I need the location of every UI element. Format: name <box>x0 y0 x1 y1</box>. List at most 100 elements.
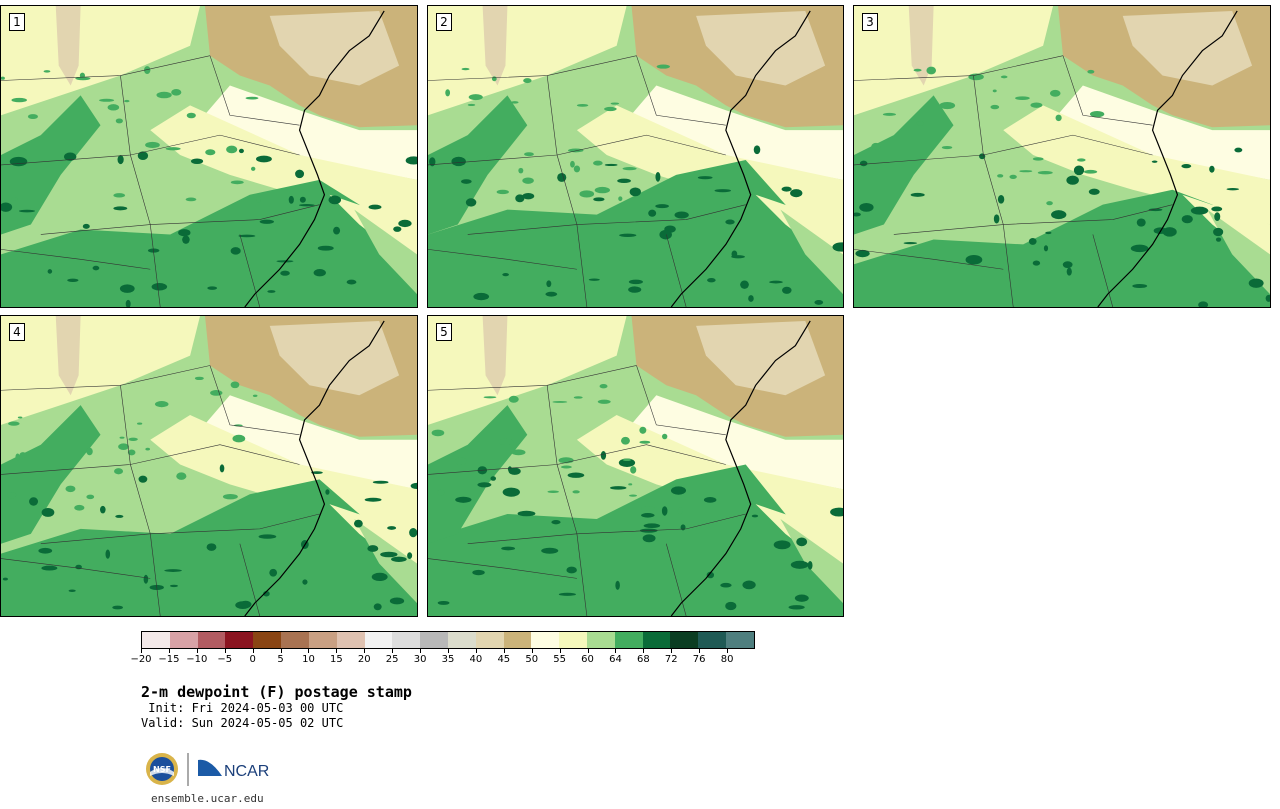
humid-cell <box>807 560 813 570</box>
humid-cell <box>751 514 759 518</box>
humid-cell <box>429 157 436 167</box>
humid-cell <box>190 158 204 165</box>
humid-cell <box>1151 160 1158 163</box>
state-boundary <box>893 204 1173 235</box>
humid-cell <box>832 242 843 252</box>
state-boundary <box>467 513 746 545</box>
humid-cell <box>100 505 106 514</box>
colorbar-tick-label: 80 <box>720 654 734 665</box>
humid-cell <box>205 149 216 156</box>
humid-cell <box>1 202 13 212</box>
humid-cell <box>567 472 585 478</box>
humid-cell <box>593 197 605 202</box>
humid-cell <box>176 472 187 480</box>
colorbar-tick <box>364 649 366 653</box>
state-boundary <box>209 55 300 126</box>
humid-cell <box>371 572 388 582</box>
humid-cell <box>230 180 244 185</box>
humid-cell <box>477 482 492 488</box>
colorbar-tick <box>671 649 673 653</box>
state-boundary <box>428 134 726 166</box>
state-boundary <box>1002 224 1014 307</box>
colorbar-segment <box>726 632 754 648</box>
humid-cell <box>41 565 58 571</box>
humid-cell <box>941 145 953 150</box>
humid-cell <box>437 489 445 496</box>
state-boundary <box>428 55 637 81</box>
humid-cell <box>628 483 633 486</box>
humid-cell <box>1037 171 1053 175</box>
dewpoint-map <box>428 316 843 616</box>
humid-cell <box>75 76 91 81</box>
website-link[interactable]: ensemble.ucar.edu <box>151 792 264 805</box>
humid-cell <box>15 453 20 461</box>
humid-cell <box>391 556 407 562</box>
state-boundary <box>576 533 588 616</box>
state-boundary <box>149 533 161 616</box>
humid-cell <box>515 194 525 203</box>
humid-cell <box>1181 215 1193 224</box>
humid-cell <box>642 534 656 543</box>
dry-region-north <box>1 6 201 116</box>
humid-cell <box>1130 244 1149 253</box>
humid-cell <box>276 260 294 263</box>
humid-cell <box>597 399 611 404</box>
humid-cell <box>232 434 246 443</box>
humid-cell <box>461 67 470 71</box>
humid-cell <box>517 510 536 517</box>
humid-cell <box>455 496 472 503</box>
colorbar-tick-label: 55 <box>553 654 566 665</box>
panel-number: 3 <box>862 13 878 31</box>
humid-cell <box>207 286 218 290</box>
colorbar-segment <box>642 632 671 648</box>
humid-cell <box>295 169 305 179</box>
colorbar-tick-label: 35 <box>441 654 455 665</box>
humid-cell <box>697 176 713 180</box>
humid-cell <box>508 395 519 403</box>
colorbar-tick-label: 5 <box>277 654 284 665</box>
humid-cell <box>230 381 240 389</box>
ncar-logo-text: NCAR <box>224 763 269 780</box>
humid-cell <box>1226 187 1240 191</box>
humid-cell <box>117 155 124 165</box>
humid-cell <box>387 526 397 530</box>
humid-cell <box>593 160 603 166</box>
humid-cell <box>210 390 223 396</box>
colorbar-tick-label: −10 <box>186 654 208 665</box>
humid-cell <box>731 255 745 259</box>
init-time: Init: Fri 2024-05-03 00 UTC <box>141 701 344 715</box>
humid-cell <box>604 163 618 167</box>
humid-cell <box>317 245 334 251</box>
colorbar-tick-label: −20 <box>130 654 152 665</box>
humid-cell <box>115 514 124 518</box>
humid-cell <box>552 400 568 403</box>
humid-cell <box>1234 147 1243 153</box>
humid-cell <box>473 292 490 301</box>
coastal-humid <box>354 518 417 604</box>
humid-region-south <box>854 189 1270 307</box>
colorbar-tick <box>643 649 645 653</box>
humid-cell <box>38 547 53 554</box>
humid-cell <box>238 148 244 154</box>
page-title: 2-m dewpoint (F) postage stamp <box>141 683 412 701</box>
humid-cell <box>572 490 580 494</box>
humid-cell <box>245 96 259 100</box>
lake-region <box>908 6 934 86</box>
humid-cell <box>773 540 791 550</box>
humid-cell <box>151 282 168 291</box>
humid-cell <box>259 219 274 224</box>
state-boundary <box>854 134 1153 166</box>
humid-cell <box>460 179 472 184</box>
humid-cell <box>618 458 636 467</box>
humid-cell <box>859 160 868 167</box>
colorbar-segment <box>420 632 448 648</box>
humid-cell <box>226 145 238 154</box>
colorbar-tick-label: 20 <box>357 654 371 665</box>
humid-cell <box>328 195 342 205</box>
humid-cell <box>680 524 686 531</box>
humid-cell <box>313 269 326 277</box>
humid-cell <box>405 156 417 165</box>
humid-cell <box>566 566 577 574</box>
humid-cell <box>298 203 315 207</box>
coastline <box>670 10 811 307</box>
